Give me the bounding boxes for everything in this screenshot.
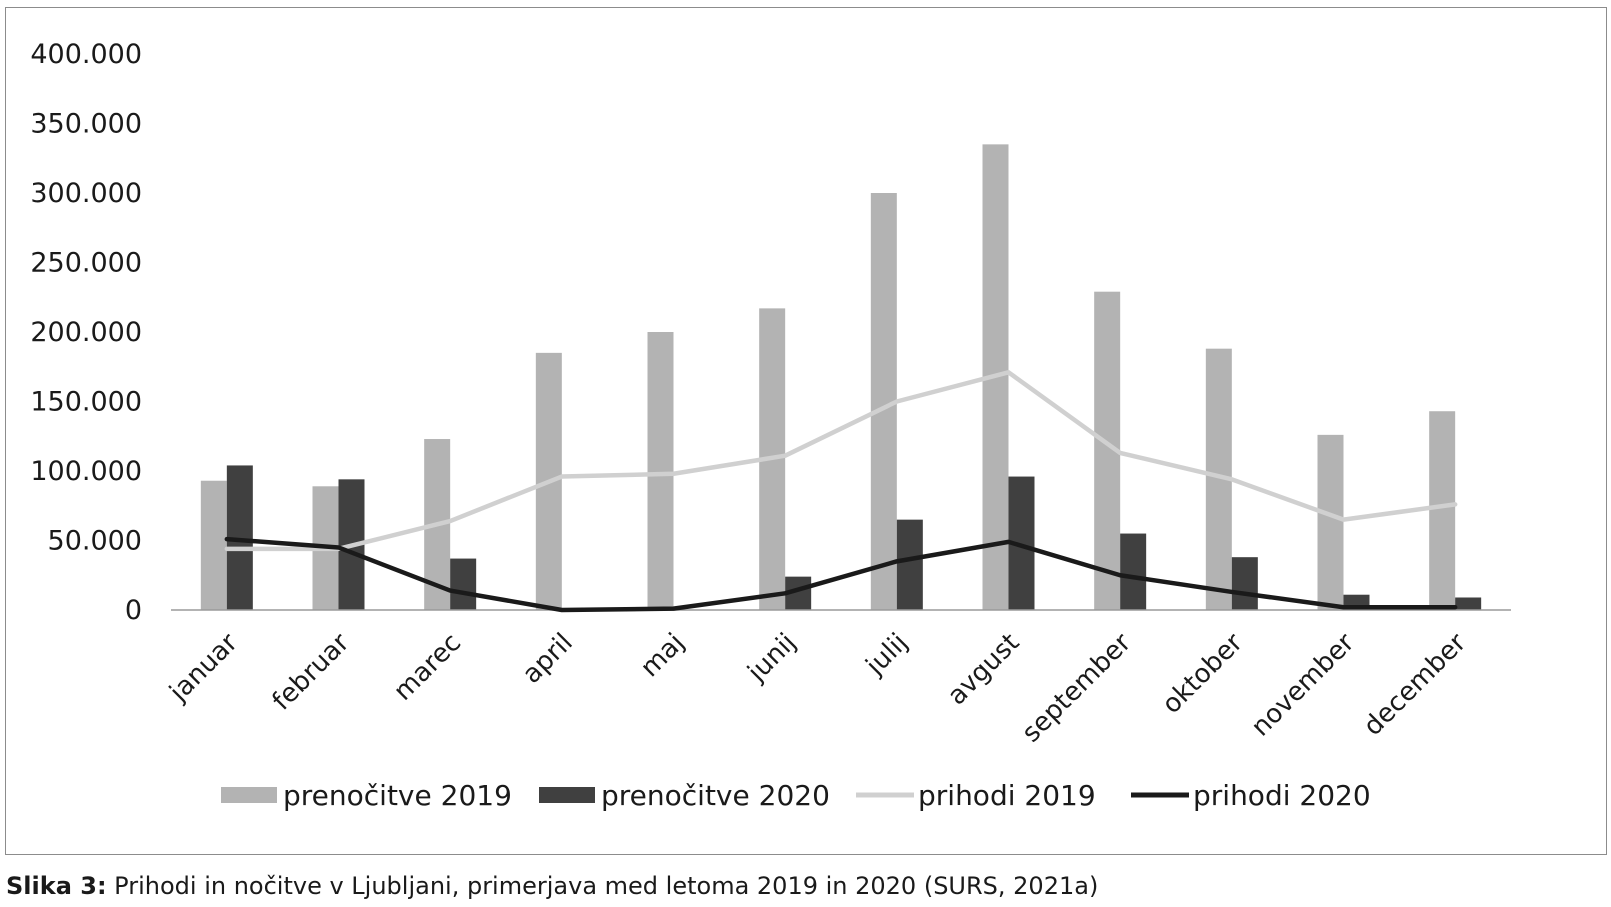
line-prihodi-2020	[224, 536, 1458, 613]
legend-label: prihodi 2019	[918, 779, 1096, 812]
legend-swatch	[221, 787, 277, 803]
bar-prenocitve-2020-marec	[450, 558, 477, 610]
y-tick-label: 150.000	[30, 387, 142, 418]
x-tick-label: maj	[635, 628, 690, 683]
line-prihodi-2019	[224, 370, 1458, 552]
bar-prenocitve-2020-september	[1120, 533, 1147, 610]
x-tick-label: oktober	[1157, 628, 1249, 720]
chart-frame: 0 50.000 100.000 150.000 200.000 250.000 300.0…	[5, 7, 1607, 855]
x-tick-label: julij	[860, 628, 914, 682]
legend-label: prenočitve 2019	[283, 779, 512, 812]
y-tick-label: 200.000	[30, 317, 142, 348]
figure-caption: Slika 3: Prihodi in nočitve v Ljubljani,…	[6, 872, 1098, 900]
y-tick-label: 400.000	[30, 39, 142, 70]
legend-label: prenočitve 2020	[601, 779, 830, 812]
caption-text: Prihodi in nočitve v Ljubljani, primerja…	[106, 872, 1099, 900]
x-tick-label: april	[517, 628, 579, 690]
x-tick-label: januar	[163, 628, 244, 709]
bar-prenocitve-2020-julij	[896, 519, 923, 610]
bar-prenocitve-2019-december	[1429, 411, 1456, 610]
x-tick-label: marec	[388, 628, 467, 707]
x-tick-label: november	[1246, 628, 1361, 743]
y-tick-label: 50.000	[48, 526, 142, 557]
x-tick-label: junij	[742, 628, 803, 689]
bar-prenocitve-2019-januar	[200, 480, 227, 610]
y-tick-label: 300.000	[30, 178, 142, 209]
y-tick-label: 350.000	[30, 109, 142, 140]
x-tick-label: september	[1016, 628, 1137, 749]
bar-prenocitve-2019-november	[1317, 434, 1344, 610]
y-tick-label: 0	[125, 595, 142, 626]
y-tick-label: 100.000	[30, 456, 142, 487]
legend-swatch	[539, 787, 595, 803]
y-tick-label: 250.000	[30, 248, 142, 279]
chart-svg: 0 50.000 100.000 150.000 200.000 250.000 300.0…	[30, 39, 1511, 812]
x-tick-label: december	[1358, 628, 1472, 742]
legend-label: prihodi 2020	[1193, 779, 1371, 812]
bar-prenocitve-2020-december	[1455, 597, 1482, 610]
caption-label: Slika 3:	[6, 872, 107, 900]
bar-prenocitve-2019-maj	[647, 332, 674, 610]
x-tick-label: avgust	[942, 628, 1025, 711]
bar-prenocitve-2020-oktober	[1231, 557, 1258, 610]
x-tick-label: februar	[267, 628, 356, 717]
